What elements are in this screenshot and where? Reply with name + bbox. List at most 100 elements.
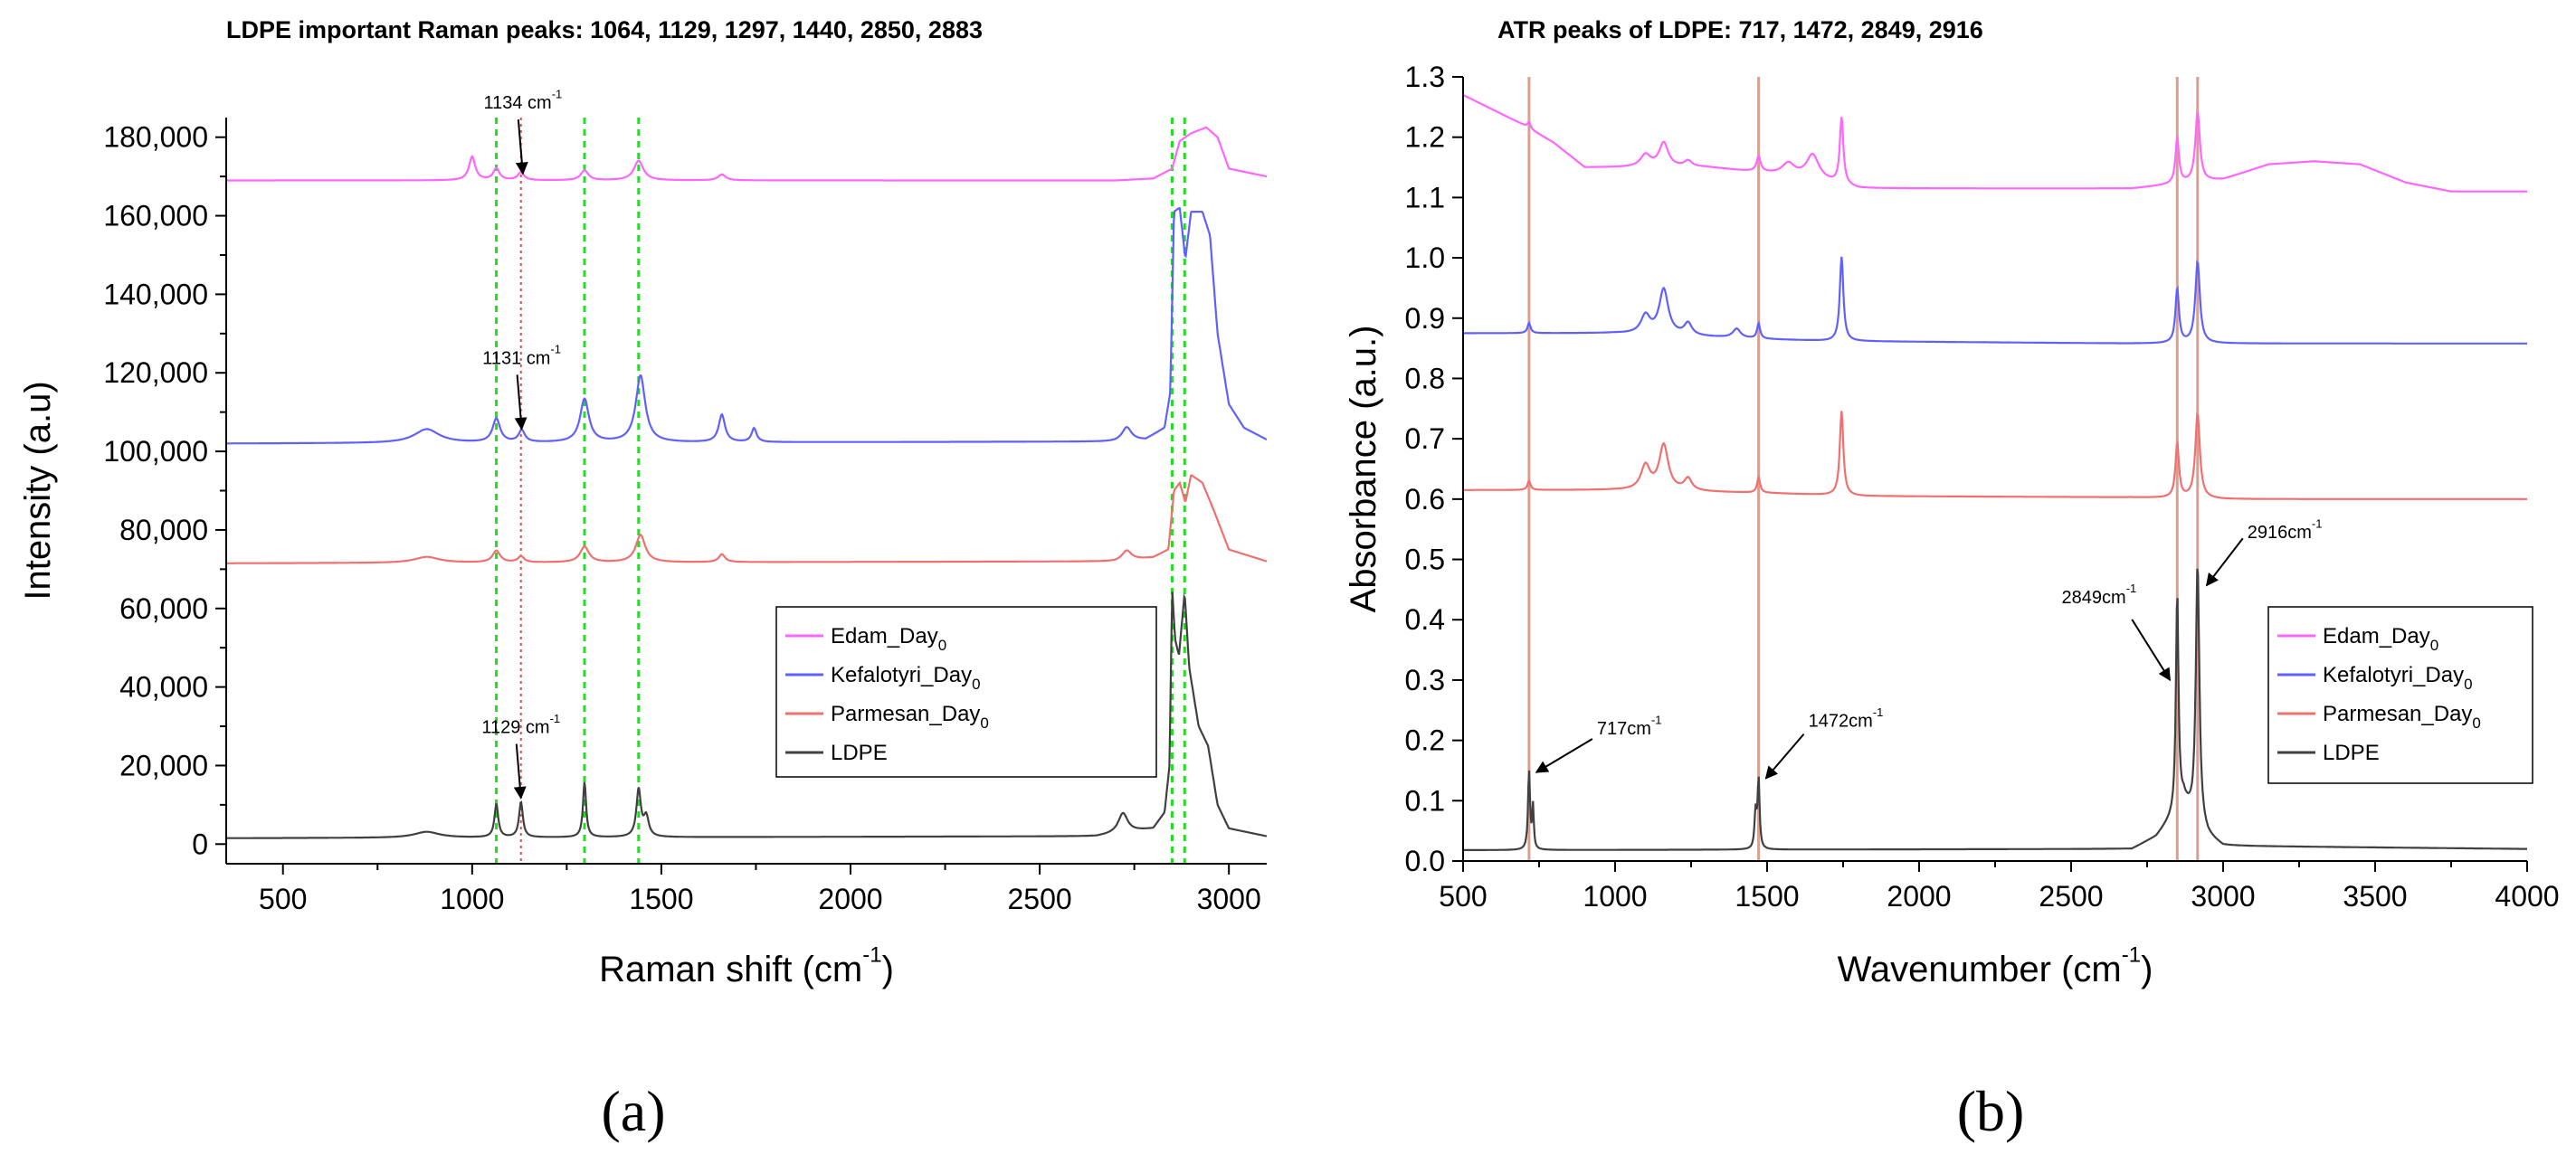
legend-entry: Edam_Day0 bbox=[2323, 624, 2438, 654]
y-tick-label: 1.1 bbox=[1405, 181, 1445, 213]
legend-entry-subscript: 0 bbox=[972, 676, 980, 693]
legend: Edam_Day0Kefalotyri_Day0Parmesan_Day0LDP… bbox=[2267, 606, 2533, 784]
x-tick-label: 2000 bbox=[1887, 880, 1951, 913]
annotation-arrow bbox=[514, 374, 528, 431]
y-tick-label: 0.1 bbox=[1405, 784, 1445, 817]
x-axis-label-superscript: -1 bbox=[862, 942, 881, 967]
x-axis-label-end: ) bbox=[882, 950, 894, 989]
chart-title: LDPE important Raman peaks: 1064, 1129, … bbox=[226, 16, 983, 43]
legend-entry-subscript: 0 bbox=[2464, 676, 2472, 693]
x-tick-label: 3000 bbox=[2191, 880, 2255, 913]
peak-annotation: 1129 cm-1 bbox=[481, 712, 560, 738]
legend-entry: Parmesan_Day0 bbox=[2323, 702, 2481, 732]
legend-entry-text: Parmesan_Day bbox=[2323, 702, 2472, 726]
peak-annotation: 1134 cm-1 bbox=[483, 87, 562, 113]
panel-label: (b) bbox=[1957, 1079, 2025, 1143]
annotation-arrow bbox=[515, 119, 528, 175]
series-line-edam-day bbox=[1463, 93, 2527, 193]
chart-panel-b: ATR peaks of LDPE: 717, 1472, 2849, 2916… bbox=[1344, 16, 2560, 1143]
legend-entry-text: Kefalotyri_Day bbox=[2323, 663, 2464, 687]
x-axis-label-text: Raman shift (cm bbox=[599, 950, 862, 989]
peak-annotation-text: 717cm bbox=[1597, 719, 1651, 739]
x-tick-label: 500 bbox=[1439, 880, 1487, 913]
legend-entry-text: Edam_Day bbox=[2323, 624, 2430, 648]
peak-annotation-text: 2849cm bbox=[2062, 588, 2126, 608]
chart-title: ATR peaks of LDPE: 717, 1472, 2849, 2916 bbox=[1497, 16, 1983, 43]
legend-entry: Edam_Day0 bbox=[831, 624, 946, 654]
y-tick-label: 40,000 bbox=[119, 671, 208, 704]
y-tick-label: 0.8 bbox=[1405, 362, 1445, 394]
y-tick-label: 0 bbox=[192, 828, 208, 860]
panel-label: (a) bbox=[601, 1079, 665, 1143]
y-tick-label: 80,000 bbox=[119, 514, 208, 546]
peak-annotation-superscript: -1 bbox=[550, 712, 561, 725]
y-tick-label: 0.2 bbox=[1405, 724, 1445, 757]
peak-annotation-text: 1472cm bbox=[1809, 712, 1873, 732]
peak-annotation-text: 1129 cm bbox=[481, 718, 549, 738]
y-tick-label: 100,000 bbox=[103, 435, 208, 468]
annotation-arrow bbox=[1535, 738, 1593, 773]
peak-annotation-superscript: -1 bbox=[1873, 705, 1884, 719]
y-tick-label: 120,000 bbox=[103, 356, 208, 389]
y-tick-label: 0.9 bbox=[1405, 302, 1445, 335]
series-line-parmesan-day bbox=[1463, 411, 2527, 500]
x-axis-label: Wavenumber (cm-1) bbox=[1838, 942, 2153, 989]
legend-entry: LDPE bbox=[831, 741, 888, 765]
legend-entry: Parmesan_Day0 bbox=[831, 702, 989, 732]
peak-annotation: 1472cm-1 bbox=[1809, 705, 1884, 732]
x-axis-label-text: Wavenumber (cm bbox=[1838, 950, 2122, 989]
y-tick-label: 0.4 bbox=[1405, 603, 1445, 636]
y-tick-label: 180,000 bbox=[103, 121, 208, 154]
legend: Edam_Day0Kefalotyri_Day0Parmesan_Day0LDP… bbox=[775, 606, 1157, 778]
peak-annotation-superscript: -1 bbox=[2312, 517, 2323, 531]
legend-entry-subscript: 0 bbox=[2430, 637, 2438, 654]
peak-annotation-superscript: -1 bbox=[552, 87, 563, 100]
series-line-parmesan-day bbox=[226, 474, 1267, 564]
x-tick-label: 3500 bbox=[2343, 880, 2407, 913]
x-tick-label: 2500 bbox=[1007, 883, 1071, 915]
x-tick-label: 3000 bbox=[1197, 883, 1261, 915]
y-axis-label: Intensity (a.u) bbox=[18, 381, 58, 600]
y-tick-label: 1.2 bbox=[1405, 121, 1445, 154]
legend-entry-text: LDPE bbox=[2323, 741, 2380, 765]
series-line-kefalotyri-day bbox=[1463, 256, 2527, 345]
legend-entry: Kefalotyri_Day0 bbox=[831, 663, 981, 693]
legend-entry: Kefalotyri_Day0 bbox=[2323, 663, 2473, 693]
y-tick-label: 20,000 bbox=[119, 749, 208, 781]
x-tick-label: 1000 bbox=[440, 883, 504, 915]
x-tick-label: 1500 bbox=[1735, 880, 1799, 913]
series-line-kefalotyri-day bbox=[226, 207, 1267, 445]
y-tick-label: 0.7 bbox=[1405, 422, 1445, 455]
peak-annotation: 2849cm-1 bbox=[2062, 582, 2137, 608]
series-line-ldpe bbox=[226, 591, 1267, 839]
annotation-arrow bbox=[2131, 619, 2172, 682]
y-tick-label: 0.0 bbox=[1405, 845, 1445, 877]
peak-annotation: 2916cm-1 bbox=[2248, 517, 2323, 544]
x-axis-label: Raman shift (cm-1) bbox=[599, 942, 894, 989]
y-axis-label: Absorbance (a.u.) bbox=[1344, 326, 1383, 613]
legend-entry-subscript: 0 bbox=[938, 637, 946, 654]
x-tick-label: 500 bbox=[259, 883, 307, 915]
x-axis-label-superscript: -1 bbox=[2122, 942, 2141, 967]
y-tick-label: 1.3 bbox=[1405, 61, 1445, 93]
legend-box bbox=[775, 606, 1157, 778]
peak-annotation-superscript: -1 bbox=[550, 343, 561, 356]
legend-entry-text: Kefalotyri_Day bbox=[831, 663, 972, 687]
x-axis-label-end: ) bbox=[2141, 950, 2153, 989]
legend-entry-subscript: 0 bbox=[2472, 714, 2480, 732]
peak-annotation-text: 2916cm bbox=[2248, 523, 2312, 543]
legend-entry-text: LDPE bbox=[831, 741, 888, 765]
annotation-arrow bbox=[2205, 537, 2244, 587]
legend-entry: LDPE bbox=[2323, 741, 2380, 765]
x-tick-label: 1000 bbox=[1583, 880, 1647, 913]
peak-annotation-superscript: -1 bbox=[1651, 713, 1662, 726]
y-tick-label: 1.0 bbox=[1405, 241, 1445, 274]
y-tick-label: 0.6 bbox=[1405, 483, 1445, 516]
series-line-ldpe bbox=[1463, 568, 2527, 852]
peak-annotation-superscript: -1 bbox=[2126, 582, 2137, 595]
chart-panel-a: LDPE important Raman peaks: 1064, 1129, … bbox=[18, 16, 1267, 1143]
legend-entry-subscript: 0 bbox=[980, 714, 988, 732]
annotation-arrow bbox=[513, 743, 527, 800]
